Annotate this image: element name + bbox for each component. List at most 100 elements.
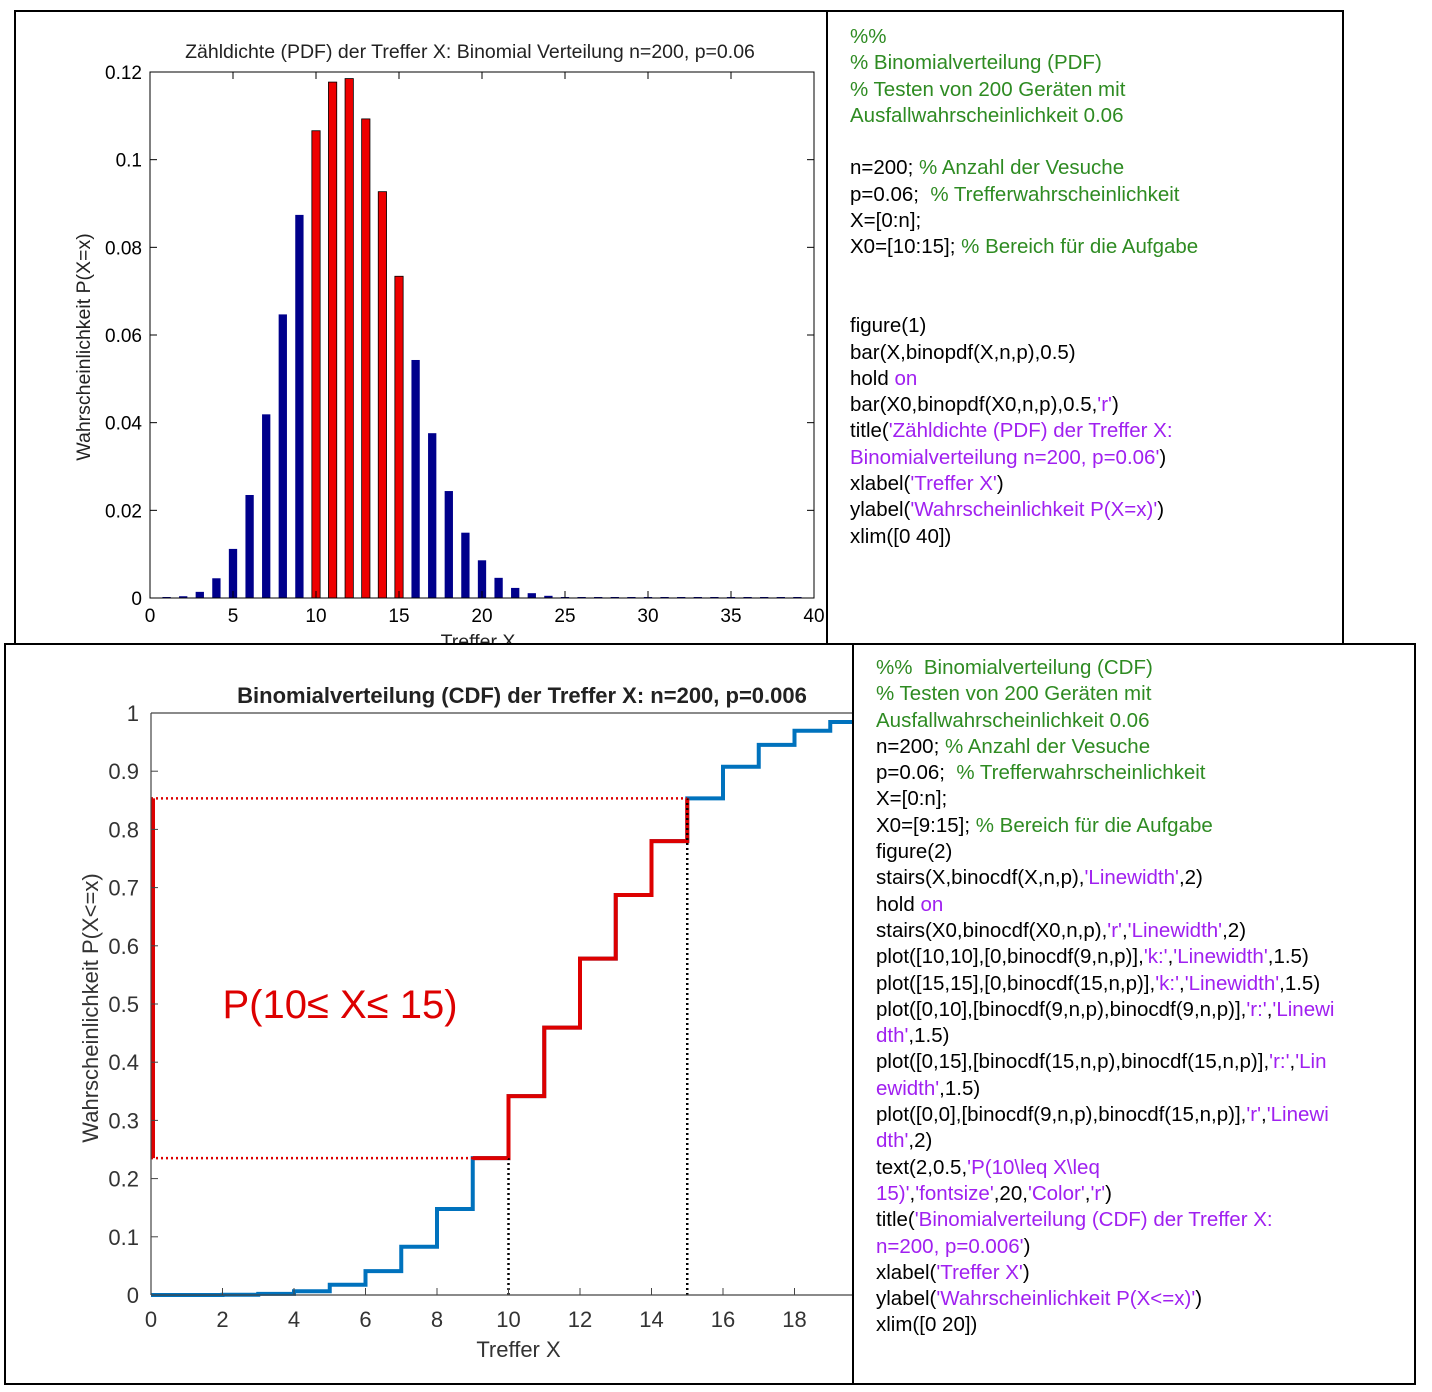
code-text: xlabel( [876,1260,937,1284]
cdf-ytick-label: 0.8 [108,817,139,842]
code-text: ,1.5) [1279,971,1321,995]
pdf-bar [527,593,536,598]
code-text: X=[0:n]; [876,787,948,811]
code-string: 'Linewidth' [1184,971,1280,995]
cdf-annotation: P(10≤ X≤ 15) [223,983,458,1027]
code-line: ylabel('Wahrscheinlichkeit P(X=x)') [850,497,1198,523]
code-text: plot([15,15],[0,binocdf(15,n,p)], [876,971,1156,995]
code-string: 'Wahrscheinlichkeit P(X<=x)' [936,1287,1196,1311]
code-line: plot([0,15],[binocdf(15,n,p),binocdf(15,… [876,1049,1334,1075]
pdf-chart: 0 5 10 15 20 25 30 35 40 0 0.02 0.04 0.06 0.08 0.1 0.12… [73,41,825,647]
code-string: dth' [876,1129,909,1153]
cdf-xtick-label: 0 [145,1307,157,1332]
code-line: bar(X,binopdf(X,n,p),0.5) [850,340,1198,366]
code-text: plot([0,15],[binocdf(15,n,p),binocdf(15,… [876,1050,1270,1074]
code-text: figure(2) [876,840,953,864]
code-string: n=200, p=0.006' [876,1234,1024,1258]
cdf-xtick-label: 18 [782,1307,806,1332]
code-line: ylabel('Wahrscheinlichkeit P(X<=x)') [876,1286,1334,1312]
code-string: 'r' [1107,918,1122,942]
code-string: 'Lin [1295,1050,1327,1074]
code-string: 'Zähldichte (PDF) der Treffer X: [888,419,1173,443]
pdf-ytick-label: 0.02 [105,501,142,522]
cdf-ytick-label: 0.5 [108,992,139,1017]
code-text: xlim([0 40]) [850,524,952,548]
code-line: % Binomialverteilung (PDF) [850,50,1198,76]
cdf-xtick-label: 4 [288,1307,300,1332]
code-text: n=200; [876,734,945,758]
pdf-bar [444,491,453,598]
code-text: ylabel( [850,498,911,522]
code-text: title( [876,1208,915,1232]
pdf-ytick-label: 0.06 [105,326,142,347]
code-text: stairs(X,binocdf(X,n,p), [876,866,1085,890]
code-line: dth',2) [876,1128,1334,1154]
code-string: 'Linewidth' [1127,918,1223,942]
code-line: 15)','fontsize',20,'Color','r') [876,1181,1334,1207]
cdf-xtick-label: 12 [568,1307,592,1332]
cdf-xtick-label: 10 [496,1307,520,1332]
code-text: ,1.5) [908,1024,950,1048]
code-text: bar(X,binopdf(X,n,p),0.5) [850,340,1076,364]
pdf-xtick-label: 0 [145,606,156,627]
code-string: 'Treffer X' [936,1260,1023,1284]
code-string: 'r:' [1269,1050,1290,1074]
code-string: 'k:' [1143,945,1168,969]
code-string: 'Linewidth' [1173,945,1268,969]
code-line: stairs(X,binocdf(X,n,p),'Linewidth',2) [876,865,1334,891]
pdf-xtick-label: 25 [554,606,575,627]
code-string: 'k:' [1155,971,1179,995]
code-text: ,20, [993,1181,1028,1205]
code-line: %% Binomialverteilung (CDF) [876,655,1334,681]
cdf-chart-panel: 0 2 4 6 8 10 12 14 16 18 0 0.1 0.2 0.3 0.4 0.5 0.6 0.7 0.8… [4,643,856,1385]
code-text: , [1261,1103,1267,1127]
code-line: title('Binomialverteilung (CDF) der Tref… [876,1207,1334,1233]
code-comment: % Binomialverteilung (PDF) [850,51,1102,75]
code-line: n=200, p=0.006') [876,1234,1334,1260]
code-text: ,2) [908,1129,933,1153]
code-line: hold on [876,892,1334,918]
code-line: hold on [850,366,1198,392]
pdf-bar [278,314,287,598]
pdf-xtick-label: 30 [637,606,658,627]
pdf-bar-highlight [311,130,321,599]
code-string: 'Treffer X' [910,472,997,496]
cdf-ytick-label: 0.4 [108,1050,139,1075]
code-string: 'P(10\leq X\leq [967,1155,1100,1179]
code-string: 'r' [1090,1181,1106,1205]
code-text: ,1.5) [939,1076,981,1100]
code-text: ) [1022,1260,1030,1284]
code-string: 'r' [1246,1103,1262,1127]
cdf-chart: 0 2 4 6 8 10 12 14 16 18 0 0.1 0.2 0.3 0.4 0.5 0.6 0.7 0.8… [78,683,856,1362]
code-text: ) [1023,1234,1031,1258]
pdf-code-listing: %% % Binomialverteilung (PDF)% Testen von… [850,24,1198,550]
pdf-bar [245,494,254,598]
cdf-xtick-label: 16 [711,1307,735,1332]
code-text: , [1084,1181,1091,1205]
cdf-ytick-label: 0 [127,1283,139,1308]
code-text: X0=[9:15]; [876,813,976,837]
code-text: hold [876,892,921,916]
cdf-ytick-label: 0.2 [108,1167,139,1192]
code-line: xlabel('Treffer X') [876,1260,1334,1286]
code-text: , [1178,971,1185,995]
cdf-code-panel: %% Binomialverteilung (CDF) % Testen von … [852,643,1416,1385]
cdf-ytick-label: 0.1 [108,1225,139,1250]
code-string: 'fontsize' [915,1181,994,1205]
code-line: text(2,0.5,'P(10\leq X\leq [876,1155,1334,1181]
code-string: 'Linewidth' [1084,866,1179,890]
code-line: xlabel('Treffer X') [850,471,1198,497]
code-text: X0=[10:15]; [850,235,962,259]
code-text: ) [996,472,1004,496]
code-text: , [1167,945,1174,969]
code-line: plot([10,10],[0,binocdf(9,n,p)],'k:','Li… [876,944,1334,970]
code-text: plot([0,10],[binocdf(9,n,p),binocdf(9,n,… [876,997,1247,1021]
cdf-ytick-label: 0.9 [108,759,139,784]
pdf-ytick-label: 0.12 [105,63,142,84]
cdf-y-axis-label: Wahrscheinlichkeit P(X<=x) [78,873,103,1142]
code-text: ylabel( [876,1287,937,1311]
pdf-x-axis-label: Treffer X [441,631,516,647]
cdf-chart-title: Binomialverteilung (CDF) der Treffer X: … [237,683,807,708]
code-string: 'Binomialverteilung (CDF) der Treffer X: [914,1208,1273,1232]
code-line: X=[0:n]; [876,786,1334,812]
